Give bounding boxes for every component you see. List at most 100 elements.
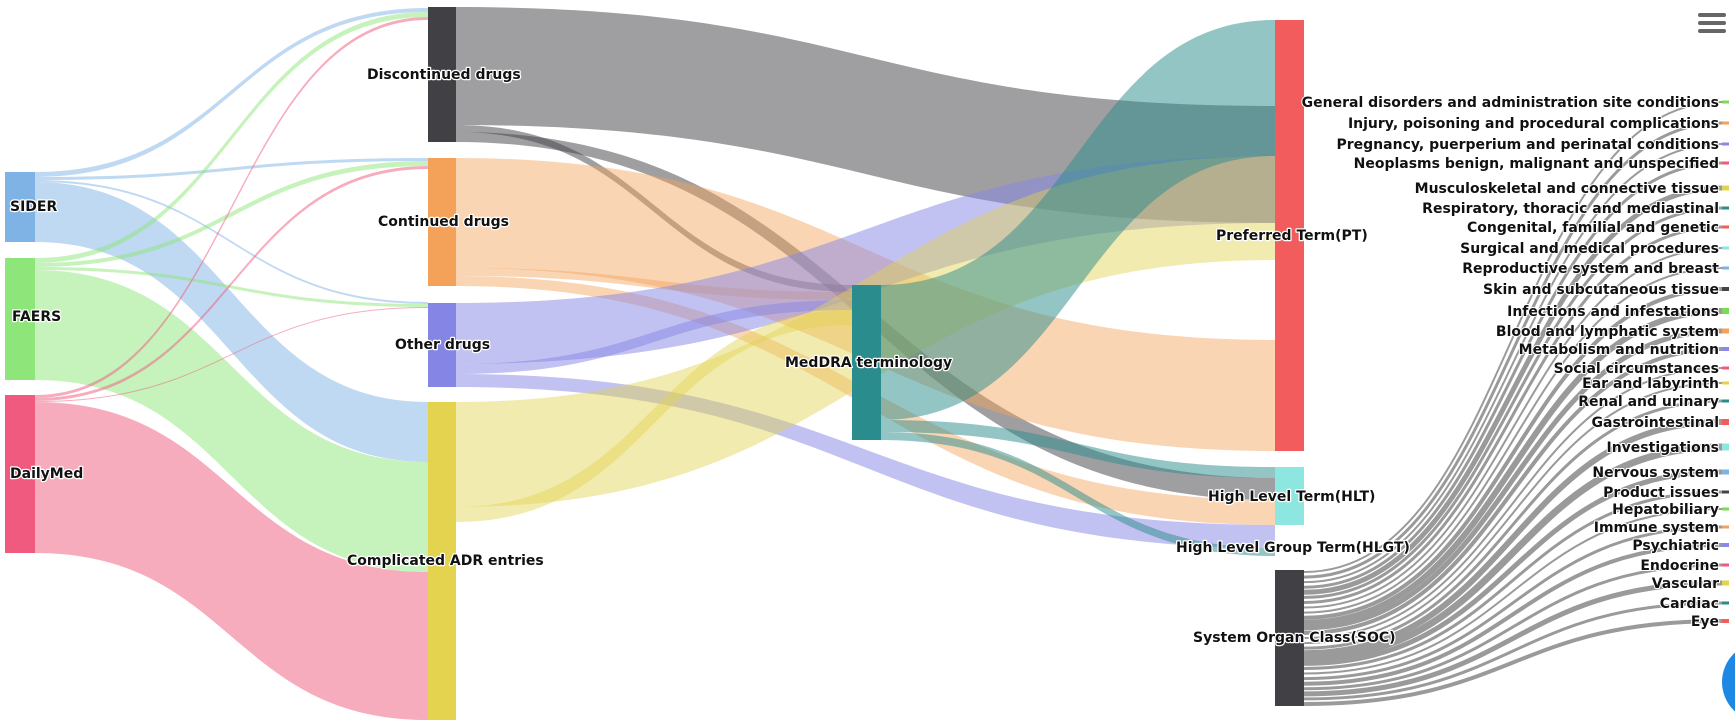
soc-link (1303, 287, 1723, 620)
soc-category-node[interactable] (1722, 490, 1729, 494)
hamburger-menu-icon[interactable] (1698, 10, 1726, 36)
node-label-dailymed: DailyMed (10, 466, 83, 482)
link-meddra-hlt (881, 420, 1275, 478)
soc-category-label: General disorders and administration sit… (1302, 95, 1719, 111)
soc-category-links (1303, 101, 1723, 706)
soc-category-node[interactable] (1722, 100, 1729, 104)
node-label-hlt: High Level Term(HLT) (1208, 489, 1375, 505)
soc-category-node[interactable] (1722, 443, 1729, 451)
node-discontinued[interactable] (428, 7, 456, 142)
soc-category-label: Respiratory, thoracic and mediastinal (1422, 201, 1719, 217)
soc-category-node[interactable] (1722, 308, 1729, 314)
soc-link (1303, 619, 1723, 706)
node-label-meddra: MedDRA terminology (785, 355, 952, 371)
soc-category-node[interactable] (1722, 206, 1729, 210)
soc-link (1303, 101, 1723, 573)
soc-category-node[interactable] (1722, 161, 1729, 165)
soc-category-label: Congenital, familial and genetic (1467, 220, 1719, 236)
soc-category-label: Infections and infestations (1507, 304, 1719, 320)
soc-link (1303, 267, 1723, 614)
link-dailymed-other (35, 307, 428, 402)
soc-link (1303, 563, 1723, 691)
soc-link (1303, 543, 1723, 686)
soc-category-node[interactable] (1722, 347, 1729, 351)
soc-category-label: Pregnancy, puerperium and perinatal cond… (1337, 137, 1720, 153)
soc-category-node[interactable] (1722, 419, 1729, 425)
link-sider-complicated (35, 182, 428, 462)
soc-category-label: Neoplasms benign, malignant and unspecif… (1354, 156, 1719, 172)
node-complicated[interactable] (428, 402, 456, 720)
node-pt[interactable] (1275, 20, 1304, 451)
link-faers-complicated (35, 270, 428, 572)
node-faers[interactable] (5, 258, 35, 380)
soc-category-node[interactable] (1722, 121, 1729, 125)
link-discontinued-meddra (456, 125, 852, 292)
soc-category-node[interactable] (1722, 287, 1729, 291)
soc-category-node[interactable] (1722, 601, 1729, 605)
node-hlt[interactable] (1275, 467, 1304, 525)
link-meddra-hlgt (881, 432, 1275, 556)
node-label-continued: Continued drugs (378, 214, 509, 230)
soc-category-node[interactable] (1722, 525, 1729, 529)
link-sider-other (35, 180, 428, 304)
soc-link (1303, 382, 1723, 645)
soc-category-label: Endocrine (1640, 558, 1719, 574)
soc-category-label: Product issues (1603, 485, 1719, 501)
soc-link (1303, 399, 1723, 650)
soc-link (1303, 347, 1723, 635)
soc-category-node[interactable] (1722, 366, 1729, 370)
soc-link (1303, 206, 1723, 599)
link-faers-discontinued (35, 12, 428, 263)
soc-category-node[interactable] (1722, 580, 1729, 586)
soc-category-node[interactable] (1722, 142, 1729, 146)
soc-category-node[interactable] (1722, 185, 1729, 191)
sankey-links (35, 7, 1275, 720)
soc-category-node[interactable] (1722, 543, 1729, 547)
node-other[interactable] (428, 303, 456, 387)
node-label-sider: SIDER (10, 199, 57, 215)
soc-category-node[interactable] (1722, 619, 1729, 623)
node-sider[interactable] (5, 172, 35, 242)
node-meddra[interactable] (852, 285, 881, 440)
menu-bar (1698, 21, 1726, 25)
soc-category-list: General disorders and administration sit… (1301, 94, 1729, 631)
soc-category-node[interactable] (1722, 469, 1729, 475)
soc-link (1303, 121, 1723, 579)
soc-link (1303, 143, 1723, 584)
soc-category-label: Social circumstances (1554, 361, 1719, 377)
soc-category-label: Eye (1691, 614, 1719, 630)
soc-category-node[interactable] (1722, 328, 1729, 334)
link-faers-continued (35, 161, 428, 267)
menu-bar (1698, 29, 1726, 33)
soc-link (1303, 225, 1723, 604)
node-dailymed[interactable] (5, 395, 35, 553)
node-label-soc: System Organ Class(SOC) (1193, 630, 1396, 646)
soc-link (1303, 443, 1723, 662)
soc-link (1303, 161, 1723, 589)
node-continued[interactable] (428, 158, 456, 286)
soc-link (1303, 185, 1723, 595)
soc-category-node[interactable] (1722, 381, 1729, 385)
soc-category-label: Nervous system (1592, 465, 1719, 481)
soc-category-node[interactable] (1722, 225, 1729, 229)
soc-category-label: Gastrointestinal (1592, 415, 1719, 431)
soc-category-node[interactable] (1722, 266, 1729, 270)
node-soc[interactable] (1275, 570, 1304, 706)
soc-category-label: Ear and labyrinth (1582, 376, 1719, 392)
node-label-pt: Preferred Term(PT) (1216, 228, 1368, 244)
soc-category-label: Psychiatric (1632, 538, 1719, 554)
soc-category-label: Cardiac (1660, 596, 1719, 612)
soc-link (1303, 308, 1723, 626)
soc-link (1303, 469, 1723, 666)
link-other-hlt (456, 374, 1275, 548)
soc-link (1303, 525, 1723, 681)
soc-category-node[interactable] (1722, 399, 1729, 403)
link-faers-other (35, 267, 428, 307)
soc-category-label: Vascular (1652, 576, 1719, 592)
soc-category-node[interactable] (1722, 507, 1729, 511)
soc-category-node[interactable] (1722, 563, 1729, 567)
soc-category-node[interactable] (1722, 246, 1729, 250)
soc-link (1303, 490, 1723, 670)
soc-link (1303, 419, 1723, 657)
